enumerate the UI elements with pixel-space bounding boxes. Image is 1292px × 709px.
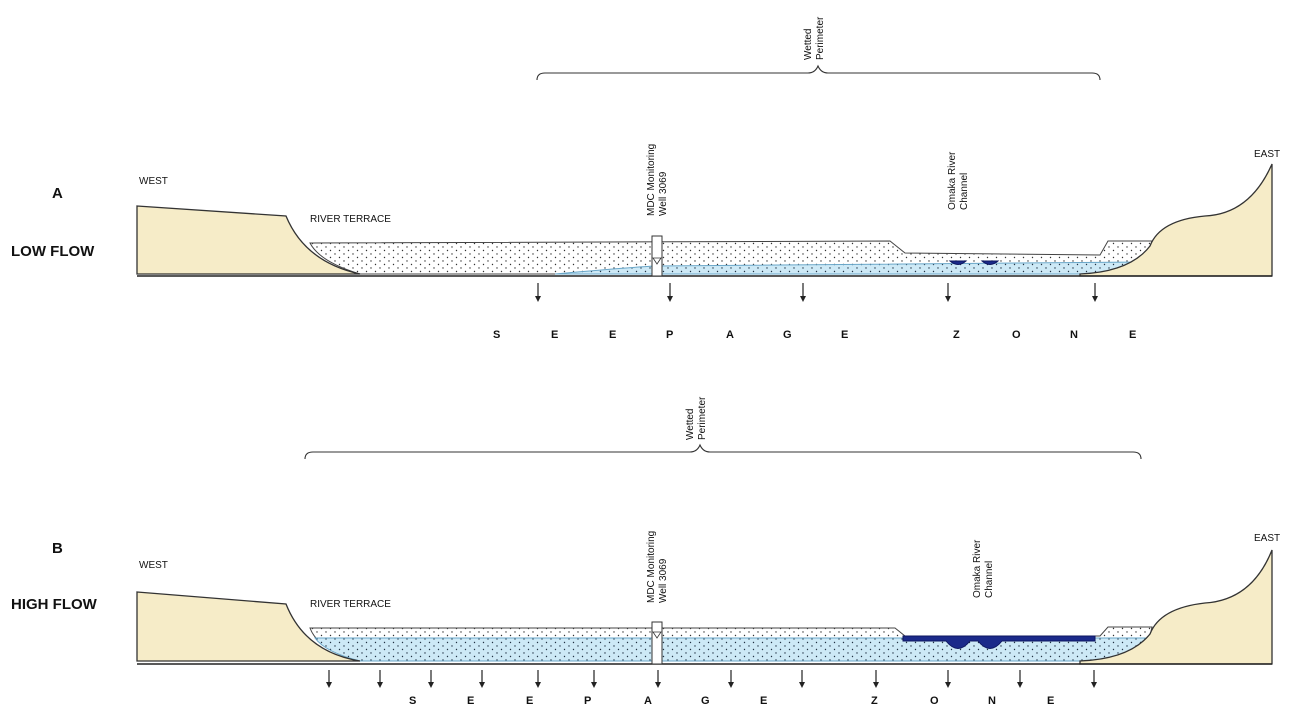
panel-letter-b: B: [52, 540, 63, 557]
flow-label-b: HIGH FLOW: [11, 596, 98, 613]
well-label-b-line1: MDC Monitoring: [646, 531, 657, 603]
seepage-arrows-a: [535, 283, 1098, 302]
panel-letter-a: A: [52, 185, 63, 202]
well-label-a-line2: Well 3069: [658, 171, 669, 216]
seepage-letter: E: [760, 695, 767, 707]
water-level-marker-a: [652, 257, 662, 265]
seepage-letter: Z: [871, 695, 878, 707]
wetted-perimeter-label-a-line2: Perimeter: [815, 16, 826, 60]
seepage-letter: E: [526, 695, 533, 707]
seepage-letter: S: [493, 329, 500, 341]
seepage-letter: G: [783, 329, 792, 341]
seepage-letter: E: [1047, 695, 1054, 707]
seepage-letter: O: [1012, 329, 1021, 341]
river-channel-b: [902, 635, 1096, 649]
west-label-b: WEST: [139, 560, 168, 571]
seepage-letter: A: [726, 329, 734, 341]
seepage-letter: N: [1070, 329, 1078, 341]
water-level-marker-b: [652, 631, 662, 639]
seepage-letter: Z: [953, 329, 960, 341]
seepage-letter: S: [409, 695, 416, 707]
seepage-letter: P: [584, 695, 591, 707]
east-label-b: EAST: [1254, 533, 1280, 544]
seepage-letter: E: [841, 329, 848, 341]
well-label-b-line2: Well 3069: [658, 558, 669, 603]
channel-label-b-line2: Channel: [984, 561, 995, 598]
east-label-a: EAST: [1254, 149, 1280, 160]
terrain-east-a: [1079, 163, 1273, 277]
seepage-letter: P: [666, 329, 673, 341]
seepage-letter: N: [988, 695, 996, 707]
seepage-letter: E: [467, 695, 474, 707]
terrain-west-b: [136, 591, 361, 662]
seepage-arrows-b: [326, 670, 1097, 688]
wetted-perimeter-label-b-line2: Perimeter: [697, 396, 708, 440]
terrace-label-b: RIVER TERRACE: [310, 599, 391, 610]
terrain-east-b: [1079, 549, 1273, 665]
channel-label-b-line1: Omaka River: [972, 539, 983, 598]
seepage-letter: E: [1129, 329, 1136, 341]
west-label-a: WEST: [139, 176, 168, 187]
seepage-letter: G: [701, 695, 710, 707]
channel-label-a-line1: Omaka River: [947, 151, 958, 210]
wetted-perimeter-brace-a: [536, 64, 1101, 81]
wetted-perimeter-label-b-line1: Wetted: [685, 409, 696, 441]
river-channel-a: [948, 260, 1000, 265]
terrace-label-a: RIVER TERRACE: [310, 214, 391, 225]
wetted-perimeter-brace-b: [304, 443, 1142, 460]
seepage-zone-label-a: S E E P A G E Z O N E: [493, 329, 1136, 341]
seepage-zone-label-b: S E E P A G E Z O N E: [409, 695, 1054, 707]
terrain-west-a: [136, 205, 361, 275]
monitoring-well-b: [651, 621, 663, 665]
monitoring-well-a: [651, 235, 663, 277]
panel-b: Wetted Perimeter B HIGH FLOW WEST EAST R…: [11, 396, 1280, 707]
wetted-perimeter-label-a-line1: Wetted: [803, 29, 814, 61]
well-label-a-line1: MDC Monitoring: [646, 144, 657, 216]
seepage-letter: E: [609, 329, 616, 341]
flow-label-a: LOW FLOW: [11, 243, 95, 260]
panel-a: Wetted Perimeter A LOW FLOW WEST EAST RI…: [11, 16, 1280, 341]
channel-label-a-line2: Channel: [959, 173, 970, 210]
seepage-letter: A: [644, 695, 652, 707]
seepage-letter: E: [551, 329, 558, 341]
seepage-letter: O: [930, 695, 939, 707]
